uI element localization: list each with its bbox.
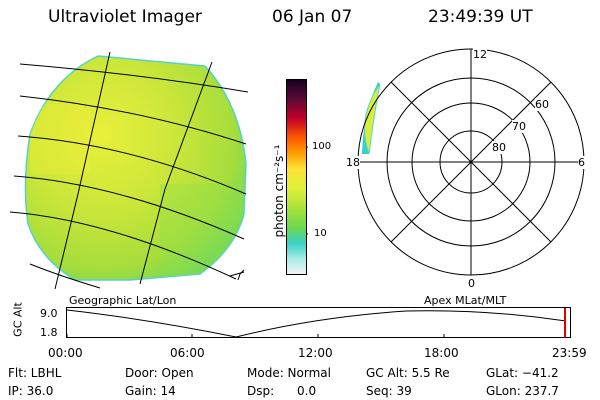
glon-status: GLon: 237.7 (486, 384, 559, 398)
polar-plot (357, 48, 585, 276)
right-projection-label: Apex MLat/MLT (424, 294, 507, 307)
orbit-xtick-1800: 18:00 (424, 346, 459, 360)
colorbar-unit-label: photon cm⁻²s⁻¹ (272, 144, 286, 238)
dsp-status: Dsp: 0.0 (247, 384, 317, 398)
colorbar (286, 79, 308, 275)
mlt-label-12: 12 (473, 48, 487, 61)
orbit-plot (66, 307, 571, 338)
mlt-label-18: 18 (346, 156, 360, 169)
instrument-title: Ultraviolet Imager (48, 7, 202, 27)
seq-status: Seq: 39 (366, 384, 412, 398)
altitude-curve (66, 309, 567, 338)
orbit-xtick-0600: 06:00 (170, 346, 205, 360)
geo-grid (9, 51, 249, 290)
filter-status: Flt: LBHL (8, 366, 62, 380)
mlat-label-80: 80 (492, 141, 506, 154)
earth-disk (24, 55, 247, 281)
geographic-image (9, 51, 249, 290)
orbit-xtick-2359: 23:59 (552, 346, 587, 360)
time-label: 23:49:39 UT (428, 7, 533, 27)
orbit-xtick-1200: 12:00 (298, 346, 333, 360)
meridian-diag-2 (390, 81, 552, 243)
orbit-ytick-1: 1.8 (40, 326, 58, 339)
ip-status: IP: 36.0 (8, 384, 54, 398)
gc-alt-status: GC Alt: 5.5 Re (366, 366, 450, 380)
gain-status: Gain: 14 (125, 384, 176, 398)
orbit-xtick-0000: 00:00 (48, 346, 83, 360)
mlat-label-70: 70 (512, 120, 526, 133)
date-label: 06 Jan 07 (272, 7, 353, 27)
mlt-label-6: 6 (578, 156, 585, 169)
orbit-ylabel: GC Alt (11, 302, 25, 337)
mode-status: Mode: Normal (247, 366, 331, 380)
glat-status: GLat: −41.2 (486, 366, 559, 380)
colorbar-label-100: 100 (312, 141, 332, 152)
door-status: Door: Open (125, 366, 194, 380)
orbit-ytick-9: 9.0 (40, 307, 58, 320)
colorbar-label-10: 10 (314, 228, 327, 239)
mlat-label-60: 60 (535, 98, 549, 111)
mlt-label-0: 0 (468, 277, 475, 290)
left-projection-label: Geographic Lat/Lon (69, 294, 177, 307)
